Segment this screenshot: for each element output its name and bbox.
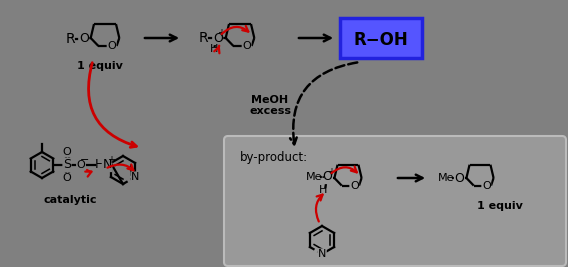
Text: catalytic: catalytic [43,195,97,205]
Text: O: O [454,171,465,184]
Text: O: O [323,171,332,183]
Text: S: S [63,159,71,171]
Text: O: O [350,180,358,191]
Text: R−OH: R−OH [354,31,408,49]
Text: excess: excess [249,106,291,116]
Text: O: O [62,173,72,183]
Text: Me: Me [306,172,323,182]
FancyBboxPatch shape [224,136,566,266]
Text: O: O [77,160,85,170]
FancyBboxPatch shape [340,18,422,58]
Text: H: H [210,44,218,54]
Text: O: O [482,180,491,191]
Text: O: O [62,147,72,157]
Text: N: N [318,249,326,259]
Text: H: H [94,159,104,171]
Text: +: + [217,28,225,38]
Text: R: R [66,32,76,46]
Text: .: . [320,167,324,181]
Text: 1 equiv: 1 equiv [77,61,123,71]
Text: MeOH: MeOH [252,95,289,105]
Text: by-product:: by-product: [240,151,308,164]
Text: R: R [199,31,208,45]
Text: +: + [327,167,336,177]
Text: +: + [107,155,115,165]
Text: O: O [242,41,251,51]
Text: −: − [80,155,90,165]
Text: O: O [107,41,116,51]
Text: N: N [131,172,139,182]
Text: 1 equiv: 1 equiv [477,201,523,211]
Text: H: H [319,185,328,195]
Text: O: O [79,33,89,45]
Text: Me: Me [438,173,454,183]
Text: O: O [213,32,223,45]
Text: N: N [102,159,112,171]
